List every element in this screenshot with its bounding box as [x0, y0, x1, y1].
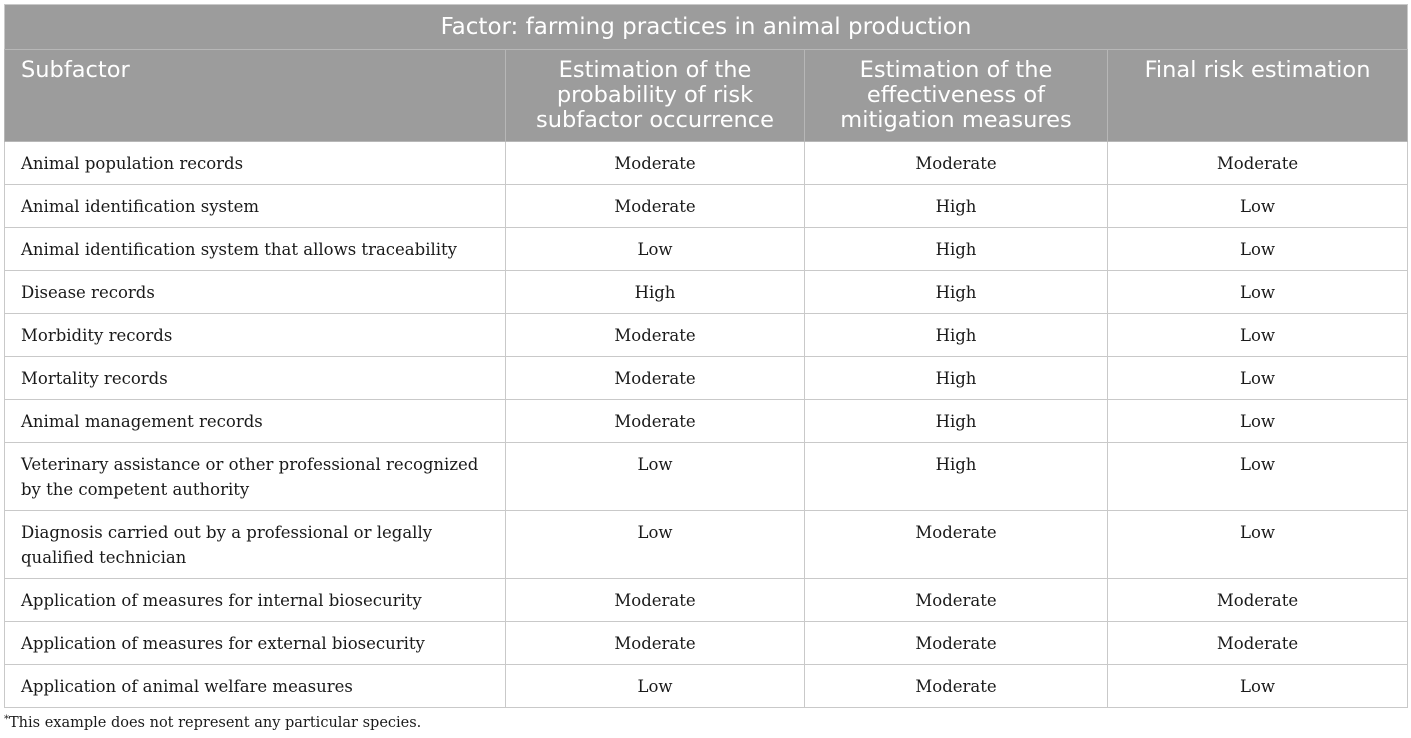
probability-cell: Moderate	[505, 399, 805, 443]
table-row: Animal management records Moderate High …	[4, 399, 1409, 443]
final-risk-cell: Moderate	[1106, 621, 1409, 665]
subfactor-cell: Animal identification system	[4, 184, 506, 228]
effectiveness-cell: High	[804, 227, 1108, 271]
table-row: Disease records High High Low	[4, 270, 1409, 314]
column-header-final-risk: Final risk estimation	[1106, 49, 1409, 142]
subfactor-cell: Veterinary assistance or other professio…	[4, 442, 506, 511]
subfactor-cell: Disease records	[4, 270, 506, 314]
table-row: Diagnosis carried out by a professional …	[4, 510, 1409, 579]
subfactor-cell: Animal management records	[4, 399, 506, 443]
column-header-probability: Estimation of the probability of risk su…	[505, 49, 805, 142]
effectiveness-cell: Moderate	[804, 141, 1108, 185]
probability-cell: Moderate	[505, 184, 805, 228]
subfactor-cell: Animal population records	[4, 141, 506, 185]
factor-title: Factor: farming practices in animal prod…	[3, 4, 1409, 50]
column-header-effectiveness: Estimation of the effectiveness of mitig…	[804, 49, 1108, 142]
subfactor-cell: Mortality records	[4, 356, 506, 400]
probability-cell: Moderate	[505, 141, 805, 185]
risk-estimation-table: Factor: farming practices in animal prod…	[3, 4, 1409, 708]
final-risk-cell: Low	[1106, 399, 1409, 443]
final-risk-cell: Low	[1106, 313, 1409, 357]
effectiveness-cell: High	[804, 399, 1108, 443]
table-row: Veterinary assistance or other professio…	[4, 442, 1409, 511]
column-header-row: Subfactor Estimation of the probability …	[4, 49, 1409, 142]
table-row: Application of measures for external bio…	[4, 621, 1409, 665]
final-risk-cell: Moderate	[1106, 141, 1409, 185]
table-row: Application of measures for internal bio…	[4, 578, 1409, 622]
final-risk-cell: Low	[1106, 664, 1409, 708]
footnote-marker: *	[4, 714, 9, 725]
table-row: Mortality records Moderate High Low	[4, 356, 1409, 400]
effectiveness-cell: Moderate	[804, 664, 1108, 708]
footnote-text: This example does not represent any part…	[9, 715, 422, 731]
effectiveness-cell: High	[804, 270, 1108, 314]
probability-cell: Low	[505, 442, 805, 511]
probability-cell: Moderate	[505, 578, 805, 622]
probability-cell: Low	[505, 227, 805, 271]
probability-cell: Moderate	[505, 313, 805, 357]
effectiveness-cell: High	[804, 313, 1108, 357]
effectiveness-cell: High	[804, 356, 1108, 400]
table-row: Application of animal welfare measures L…	[4, 664, 1409, 708]
table-row: Animal identification system Moderate Hi…	[4, 184, 1409, 228]
subfactor-cell: Application of measures for external bio…	[4, 621, 506, 665]
subfactor-cell: Application of measures for internal bio…	[4, 578, 506, 622]
risk-table-container: Factor: farming practices in animal prod…	[3, 4, 1409, 708]
effectiveness-cell: High	[804, 442, 1108, 511]
table-row: Morbidity records Moderate High Low	[4, 313, 1409, 357]
column-header-subfactor: Subfactor	[4, 49, 506, 142]
probability-cell: Low	[505, 664, 805, 708]
probability-cell: Moderate	[505, 356, 805, 400]
effectiveness-cell: High	[804, 184, 1108, 228]
effectiveness-cell: Moderate	[804, 510, 1108, 579]
effectiveness-cell: Moderate	[804, 621, 1108, 665]
final-risk-cell: Moderate	[1106, 578, 1409, 622]
final-risk-cell: Low	[1106, 184, 1409, 228]
factor-title-row: Factor: farming practices in animal prod…	[3, 4, 1409, 50]
probability-cell: Moderate	[505, 621, 805, 665]
subfactor-cell: Application of animal welfare measures	[4, 664, 506, 708]
subfactor-cell: Animal identification system that allows…	[4, 227, 506, 271]
effectiveness-cell: Moderate	[804, 578, 1108, 622]
final-risk-cell: Low	[1106, 510, 1409, 579]
subfactor-cell: Diagnosis carried out by a professional …	[4, 510, 506, 579]
probability-cell: High	[505, 270, 805, 314]
table-footnote: *This example does not represent any par…	[4, 714, 422, 731]
final-risk-cell: Low	[1106, 356, 1409, 400]
final-risk-cell: Low	[1106, 270, 1409, 314]
table-row: Animal identification system that allows…	[4, 227, 1409, 271]
table-row: Animal population records Moderate Moder…	[4, 141, 1409, 185]
final-risk-cell: Low	[1106, 442, 1409, 511]
probability-cell: Low	[505, 510, 805, 579]
final-risk-cell: Low	[1106, 227, 1409, 271]
subfactor-cell: Morbidity records	[4, 313, 506, 357]
